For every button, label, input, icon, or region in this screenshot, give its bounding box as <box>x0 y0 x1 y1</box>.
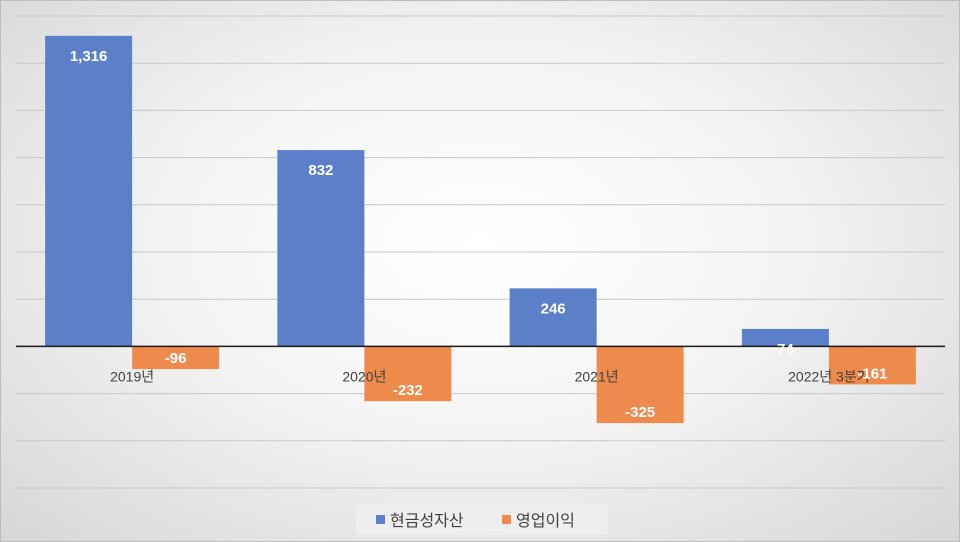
data-label: -96 <box>165 350 187 367</box>
data-label: -232 <box>393 382 423 399</box>
data-label: 246 <box>541 300 566 317</box>
legend: 현금성자산 영업이익 <box>356 504 608 535</box>
bar-cash <box>741 328 829 347</box>
legend-label: 현금성자산 <box>390 512 464 530</box>
data-label: 74 <box>777 341 794 358</box>
gridlines <box>16 15 945 489</box>
category-label: 2022년 3분기 <box>788 368 869 384</box>
legend-swatch <box>376 515 385 524</box>
data-label: -325 <box>625 404 655 421</box>
bar-operating-income <box>828 346 916 385</box>
data-label: 832 <box>308 162 333 179</box>
bar-cash <box>45 35 133 347</box>
category-labels: 2019년 2020년 2021년 2022년 3분기 <box>110 368 870 384</box>
data-labels: 1,316 -96 832 -232 246 -325 74 -161 <box>70 48 888 421</box>
legend-background <box>356 504 608 535</box>
bar-cash <box>509 288 597 347</box>
bar-operating-income <box>364 346 452 402</box>
bar-operating-income <box>132 346 220 370</box>
bar-cash <box>277 150 365 347</box>
bars <box>45 35 916 424</box>
legend-label: 영업이익 <box>516 512 575 530</box>
data-label: 1,316 <box>70 48 108 65</box>
category-label: 2019년 <box>110 368 154 384</box>
category-label: 2020년 <box>342 368 386 384</box>
data-label: -161 <box>857 365 887 382</box>
bar-operating-income <box>596 346 684 424</box>
legend-swatch <box>502 515 511 524</box>
category-label: 2021년 <box>575 368 619 384</box>
